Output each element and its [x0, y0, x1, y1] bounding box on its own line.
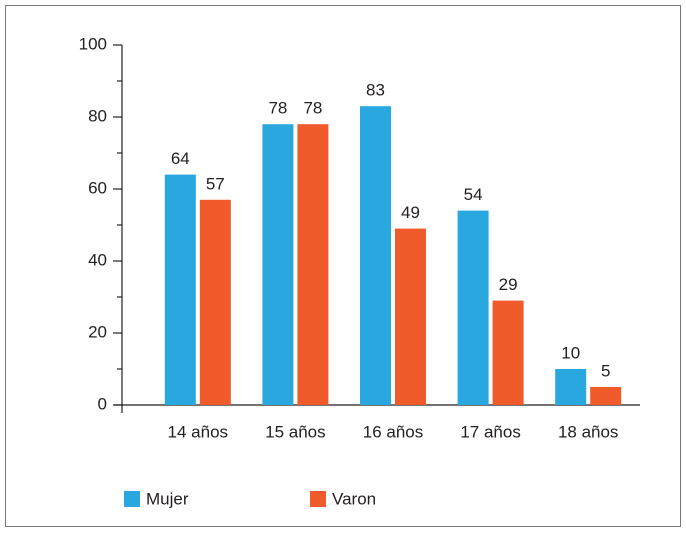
bar: [199, 199, 231, 405]
x-tick-label: 18 años: [558, 422, 619, 441]
x-tick-label: 15 años: [265, 422, 326, 441]
bar: [555, 369, 587, 405]
data-label: 78: [268, 99, 287, 118]
data-label: 78: [303, 99, 322, 118]
data-label: 83: [366, 81, 385, 100]
y-tick-label: 80: [88, 106, 107, 125]
bar: [395, 228, 426, 405]
bar: [297, 124, 329, 405]
legend-label: Mujer: [146, 489, 189, 508]
data-label: 57: [206, 174, 225, 193]
legend-swatch: [124, 491, 140, 507]
y-tick-label: 0: [98, 394, 107, 413]
x-tick-label: 14 años: [168, 422, 229, 441]
x-tick-label: 17 años: [460, 422, 521, 441]
data-label: 5: [601, 361, 610, 380]
bar: [164, 174, 196, 405]
bar: [360, 106, 391, 405]
x-tick-label: 16 años: [363, 422, 424, 441]
data-label: 49: [401, 203, 420, 222]
legend-label: Varon: [332, 489, 376, 508]
legend-swatch: [310, 491, 326, 507]
y-tick-label: 40: [88, 250, 107, 269]
y-tick-label: 100: [79, 34, 107, 53]
bar: [457, 210, 489, 405]
frame: [5, 5, 681, 527]
bar: [262, 124, 294, 405]
y-tick-label: 60: [88, 178, 107, 197]
data-label: 54: [464, 185, 483, 204]
data-label: 64: [171, 149, 190, 168]
data-label: 10: [561, 343, 580, 362]
bar: [590, 387, 622, 405]
data-label: 29: [499, 275, 518, 294]
bar: [492, 300, 524, 405]
y-tick-label: 20: [88, 322, 107, 341]
